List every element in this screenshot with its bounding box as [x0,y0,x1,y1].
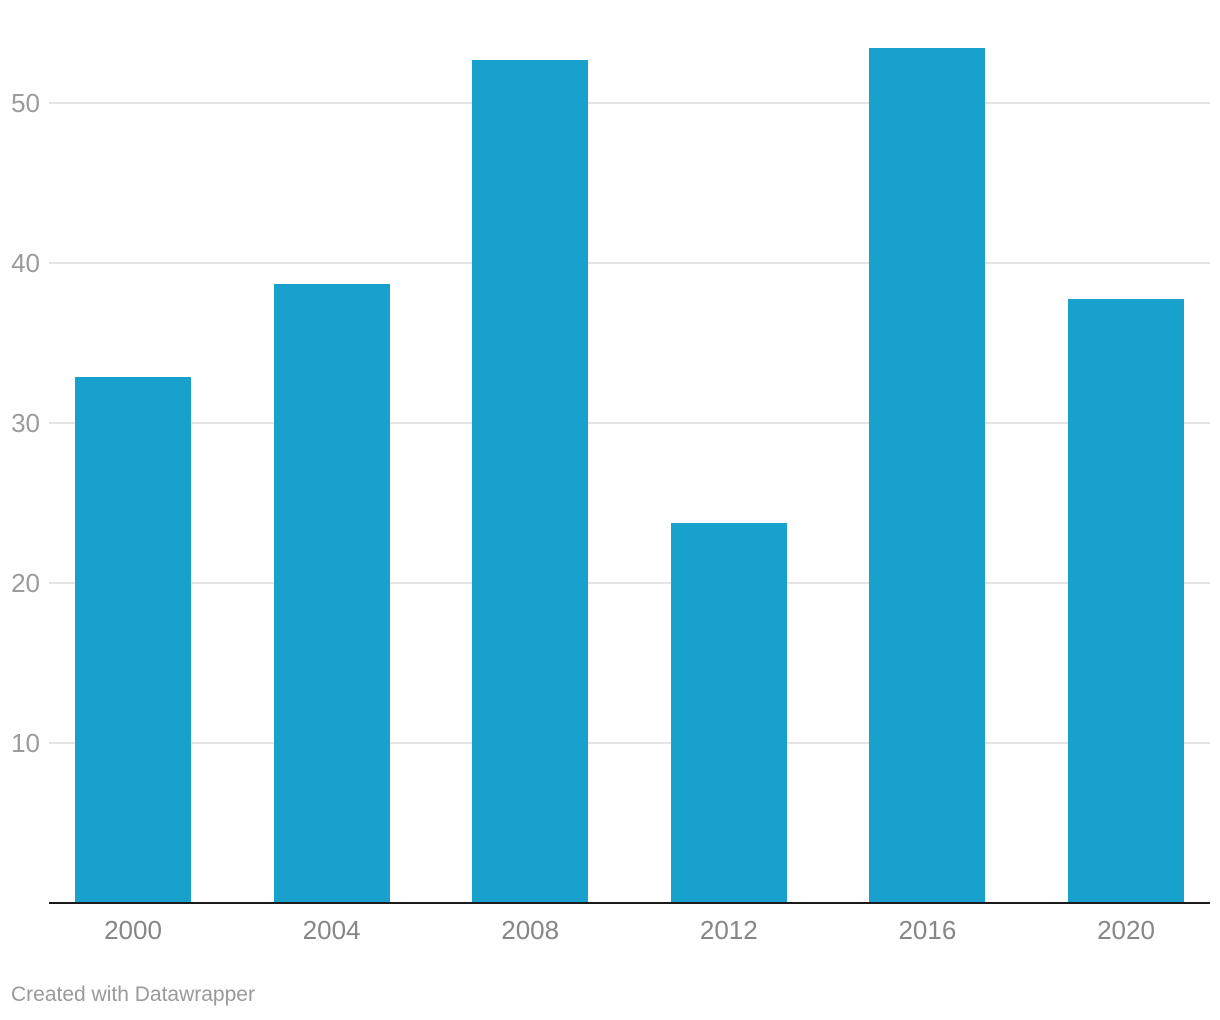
x-tick-label-2016: 2016 [898,915,957,945]
gridline-40 [49,262,1210,264]
x-tick-label-2020: 2020 [1097,915,1155,945]
x-tick-label-2012: 2012 [699,915,758,945]
y-tick-label-40: 40 [11,248,40,278]
x-axis-baseline [49,901,1210,904]
gridline-10 [49,742,1210,744]
y-tick-label-50: 50 [11,88,40,118]
gridline-20 [49,582,1210,584]
bar-2012 [670,522,787,902]
bar-2016 [869,47,986,902]
datawrapper-credit-link[interactable]: Created with Datawrapper [11,983,255,1006]
bar-2008 [472,60,589,902]
bar-2020 [1068,298,1184,902]
x-tick-label-2000: 2000 [104,915,162,945]
x-tick-label-2008: 2008 [501,915,560,945]
gridline-30 [49,422,1210,424]
bar-2000 [75,377,191,902]
gridline-50 [49,102,1210,104]
y-tick-label-10: 10 [11,728,40,758]
y-tick-label-20: 20 [11,568,40,598]
x-tick-label-2004: 2004 [302,915,361,945]
bar-2004 [273,284,390,902]
y-tick-label-30: 30 [11,408,40,438]
